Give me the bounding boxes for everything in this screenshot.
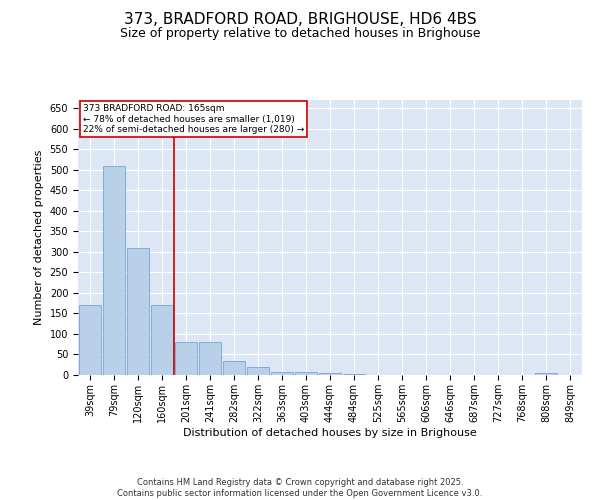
Bar	[151, 305, 173, 375]
Bar	[295, 372, 317, 375]
Bar	[79, 305, 101, 375]
Bar	[127, 248, 149, 375]
Bar	[319, 373, 341, 375]
X-axis label: Distribution of detached houses by size in Brighouse: Distribution of detached houses by size …	[183, 428, 477, 438]
Y-axis label: Number of detached properties: Number of detached properties	[34, 150, 44, 325]
Bar	[199, 342, 221, 375]
Text: 373 BRADFORD ROAD: 165sqm
← 78% of detached houses are smaller (1,019)
22% of se: 373 BRADFORD ROAD: 165sqm ← 78% of detac…	[83, 104, 304, 134]
Bar	[271, 372, 293, 375]
Bar	[247, 367, 269, 375]
Bar	[223, 360, 245, 375]
Text: 373, BRADFORD ROAD, BRIGHOUSE, HD6 4BS: 373, BRADFORD ROAD, BRIGHOUSE, HD6 4BS	[124, 12, 476, 28]
Text: Size of property relative to detached houses in Brighouse: Size of property relative to detached ho…	[120, 28, 480, 40]
Bar	[343, 374, 365, 375]
Bar	[103, 166, 125, 375]
Text: Contains HM Land Registry data © Crown copyright and database right 2025.
Contai: Contains HM Land Registry data © Crown c…	[118, 478, 482, 498]
Bar	[535, 373, 557, 375]
Bar	[175, 342, 197, 375]
